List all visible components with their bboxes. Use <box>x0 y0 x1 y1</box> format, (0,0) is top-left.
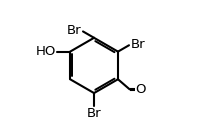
Text: Br: Br <box>67 24 82 37</box>
Text: O: O <box>135 83 146 96</box>
Text: HO: HO <box>36 45 56 58</box>
Text: Br: Br <box>130 38 145 51</box>
Text: Br: Br <box>87 107 101 120</box>
